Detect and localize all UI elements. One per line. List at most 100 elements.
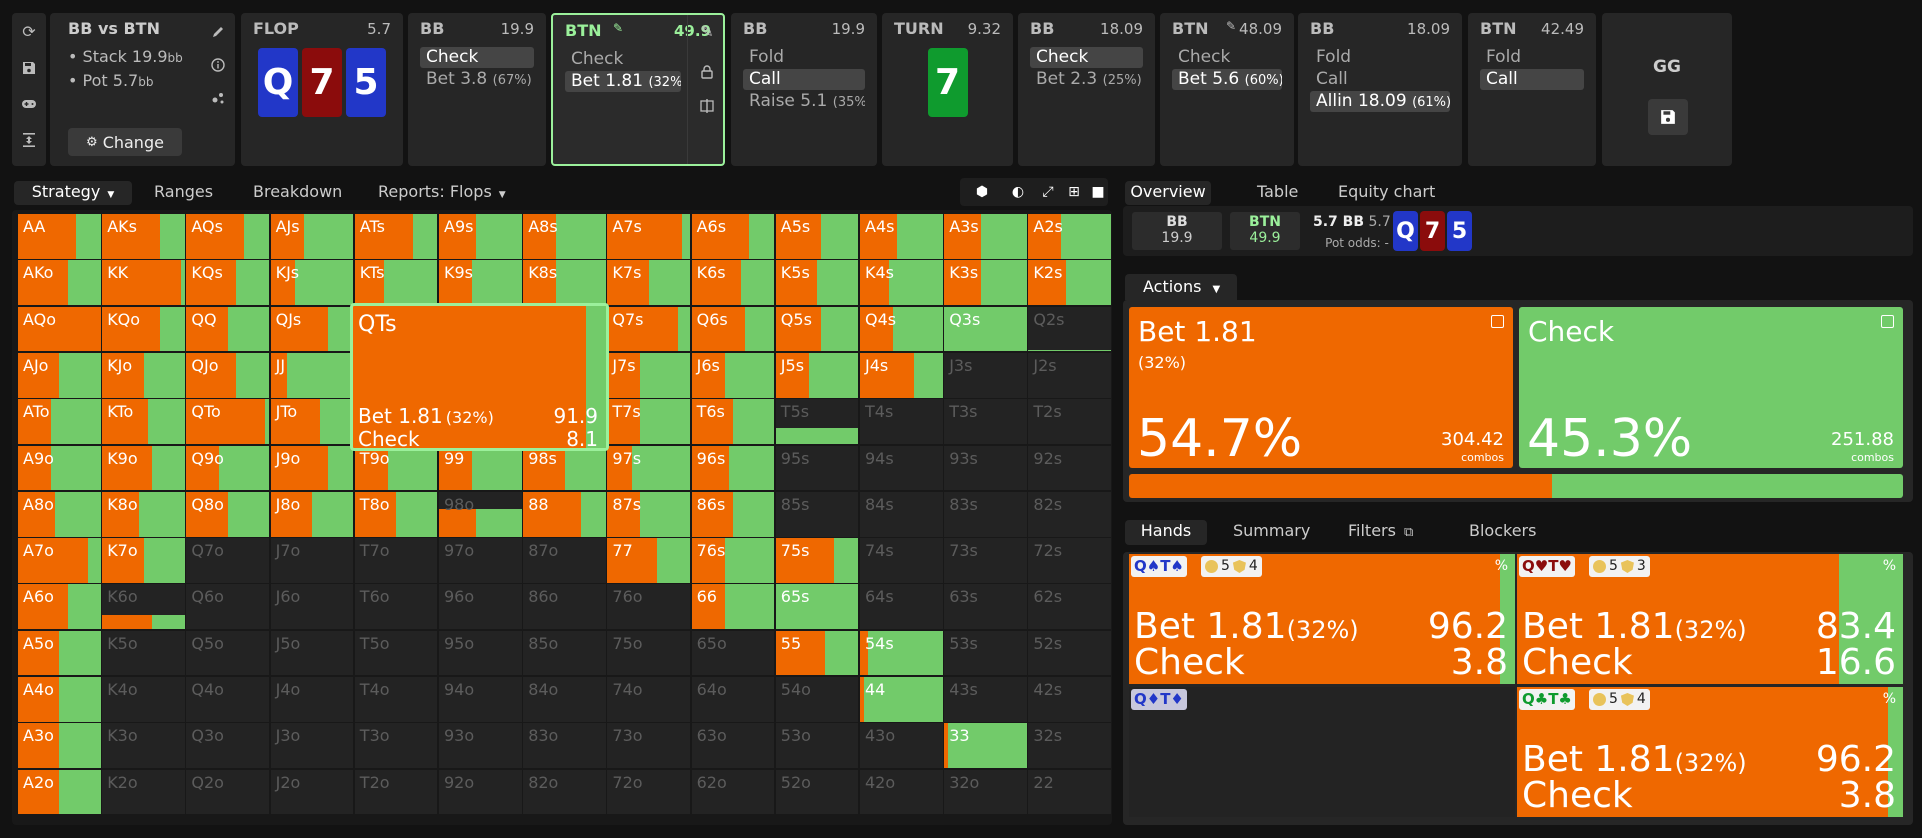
action-option[interactable]: Check: [420, 47, 534, 68]
matrix-cell[interactable]: T9o: [354, 445, 438, 491]
matrix-cell[interactable]: A9s: [439, 214, 522, 259]
matrix-cell[interactable]: K2s: [1028, 260, 1112, 306]
matrix-cell[interactable]: J3s: [944, 352, 1027, 398]
matrix-cell[interactable]: 52o: [775, 769, 859, 815]
matrix-cell[interactable]: T2s: [1028, 399, 1112, 444]
matrix-cell[interactable]: 54o: [775, 677, 859, 722]
tab-hands-hands[interactable]: Hands: [1125, 520, 1207, 545]
matrix-cell[interactable]: A6s: [691, 214, 775, 259]
matrix-cell[interactable]: K8s: [523, 260, 606, 306]
hand-combo-card[interactable]: Q♠T♠ 5 4% Bet 1.81(32%) 96.2 Check 3.8: [1129, 554, 1515, 684]
matrix-cell[interactable]: 64s: [860, 584, 943, 630]
matrix-cell[interactable]: 92o: [439, 769, 522, 815]
matrix-cell[interactable]: A8s: [523, 214, 606, 259]
matrix-cell[interactable]: QTo: [186, 399, 270, 444]
matrix-cell[interactable]: J2o: [270, 769, 354, 815]
matrix-cell[interactable]: J4s: [860, 352, 943, 398]
action-option[interactable]: Allin 18.09 (61%): [1310, 91, 1450, 112]
matrix-cell[interactable]: 76s: [691, 538, 775, 583]
matrix-cell[interactable]: 53s: [944, 630, 1027, 676]
action-option[interactable]: Check: [1172, 47, 1282, 68]
pencil-icon[interactable]: [205, 19, 231, 45]
matrix-cell[interactable]: J4o: [270, 677, 354, 722]
tab-hands-blockers[interactable]: Blockers: [1455, 520, 1555, 545]
matrix-cell[interactable]: Q9o: [186, 445, 270, 491]
matrix-cell[interactable]: 98s: [523, 445, 606, 491]
matrix-cell[interactable]: ATo: [18, 399, 101, 444]
matrix-cell[interactable]: 92s: [1028, 445, 1112, 491]
matrix-cell[interactable]: KQs: [186, 260, 270, 306]
matrix-cell[interactable]: T5s: [775, 399, 859, 444]
matrix-cell[interactable]: 52s: [1028, 630, 1112, 676]
matrix-cell[interactable]: Q2o: [186, 769, 270, 815]
matrix-cell[interactable]: 93s: [944, 445, 1027, 491]
nodes-icon[interactable]: [205, 85, 231, 111]
tab-ranges[interactable]: Ranges: [140, 181, 220, 205]
hand-combo-card[interactable]: Q♣T♣ 5 4% Bet 1.81(32%) 96.2 Check 3.8: [1517, 687, 1903, 817]
action-option[interactable]: Check: [565, 49, 681, 70]
matrix-cell[interactable]: 75s: [775, 538, 859, 583]
matrix-cell[interactable]: 53o: [775, 723, 859, 769]
matrix-cell[interactable]: 22: [1028, 769, 1112, 815]
matrix-cell[interactable]: 44: [860, 677, 943, 722]
matrix-cell[interactable]: Q5o: [186, 630, 270, 676]
matrix-cell[interactable]: KTo: [102, 399, 185, 444]
matrix-cell[interactable]: 86s: [691, 491, 775, 537]
matrix-cell[interactable]: K9o: [102, 445, 185, 491]
matrix-cell[interactable]: 84o: [523, 677, 606, 722]
matrix-cell[interactable]: J3o: [270, 723, 354, 769]
matrix-cell[interactable]: A5o: [18, 630, 101, 676]
matrix-cell[interactable]: Q4s: [860, 306, 943, 352]
matrix-cell[interactable]: K6s: [691, 260, 775, 306]
matrix-cell[interactable]: 64o: [691, 677, 775, 722]
matrix-cell[interactable]: 95s: [775, 445, 859, 491]
actions-dropdown[interactable]: Actions ▼: [1125, 274, 1237, 300]
matrix-cell[interactable]: K7o: [102, 538, 185, 583]
matrix-cell[interactable]: 87s: [607, 491, 691, 537]
matrix-cell[interactable]: K4o: [102, 677, 185, 722]
matrix-cell[interactable]: T6s: [691, 399, 775, 444]
matrix-cell[interactable]: A9o: [18, 445, 101, 491]
matrix-cell[interactable]: Q2s: [1028, 306, 1112, 352]
compress-icon[interactable]: ⤢: [1042, 184, 1054, 200]
matrix-cell[interactable]: 77: [607, 538, 691, 583]
matrix-cell[interactable]: ATs: [354, 214, 438, 259]
matrix-cell[interactable]: 93o: [439, 723, 522, 769]
matrix-cell[interactable]: K8o: [102, 491, 185, 537]
matrix-cell[interactable]: 96s: [691, 445, 775, 491]
matrix-cell[interactable]: 42o: [860, 769, 943, 815]
matrix-cell[interactable]: 75o: [607, 630, 691, 676]
action-option[interactable]: Bet 1.81 (32%): [565, 71, 681, 92]
action-option[interactable]: Call: [1310, 69, 1450, 90]
matrix-cell[interactable]: T7o: [354, 538, 438, 583]
matrix-cell[interactable]: 97s: [607, 445, 691, 491]
tab-hands-filters[interactable]: Filters ⧉: [1334, 520, 1434, 545]
matrix-cell[interactable]: 63o: [691, 723, 775, 769]
matrix-cell[interactable]: J5o: [270, 630, 354, 676]
matrix-cell[interactable]: 66: [691, 584, 775, 630]
refresh-icon[interactable]: ⟳: [22, 22, 36, 41]
action-option[interactable]: Fold: [743, 47, 865, 68]
info-icon[interactable]: [205, 52, 231, 78]
matrix-cell[interactable]: Q5s: [775, 306, 859, 352]
matrix-cell[interactable]: QJs: [270, 306, 354, 352]
street-action-node[interactable]: BB 18.09 Fold Call Allin 18.09 (61%): [1298, 13, 1462, 166]
matrix-cell[interactable]: KJs: [270, 260, 354, 306]
action-option[interactable]: Check: [1030, 47, 1143, 68]
tab-table[interactable]: Table: [1257, 182, 1299, 201]
matrix-cell[interactable]: 83o: [523, 723, 606, 769]
action-option[interactable]: Bet 5.6 (60%): [1172, 69, 1282, 90]
matrix-cell[interactable]: QJo: [186, 352, 270, 398]
matrix-cell[interactable]: Q3o: [186, 723, 270, 769]
matrix-cell[interactable]: 82o: [523, 769, 606, 815]
lock-icon[interactable]: [694, 59, 720, 85]
street-action-node[interactable]: BB 18.09 Check Bet 2.3 (25%): [1018, 13, 1155, 166]
square-icon[interactable]: ■: [1091, 184, 1105, 200]
matrix-cell[interactable]: 85s: [775, 491, 859, 537]
matrix-cell[interactable]: K6o: [102, 584, 185, 630]
matrix-cell[interactable]: 82s: [1028, 491, 1112, 537]
matrix-cell[interactable]: 54s: [860, 630, 943, 676]
matrix-cell[interactable]: 32o: [944, 769, 1027, 815]
matrix-cell[interactable]: K5o: [102, 630, 185, 676]
matrix-cell[interactable]: A3s: [944, 214, 1027, 259]
